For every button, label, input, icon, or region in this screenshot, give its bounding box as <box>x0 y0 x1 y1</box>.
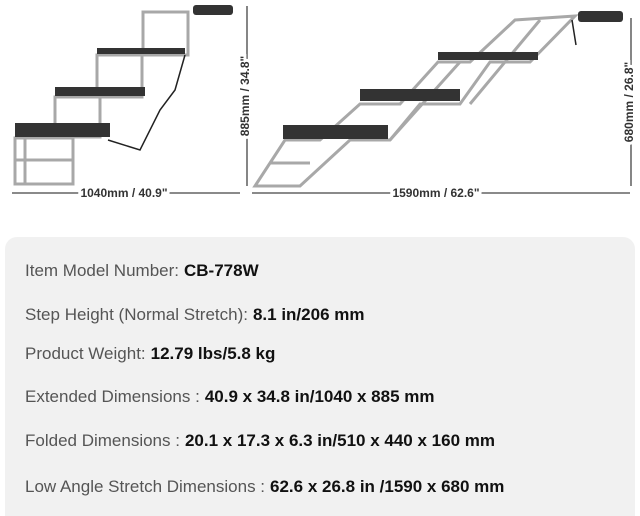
spec-value: 62.6 x 26.8 in /1590 x 680 mm <box>270 477 505 496</box>
spec-row: Item Model Number: CB-778W <box>25 261 259 281</box>
spec-row: Folded Dimensions :20.1 x 17.3 x 6.3 in/… <box>25 431 495 451</box>
spec-value: 40.9 x 34.8 in/1040 x 885 mm <box>204 387 435 406</box>
spec-row: Extended Dimensions :40.9 x 34.8 in/1040… <box>25 387 435 407</box>
spec-row: Product Weight: 12.79 lbs/5.8 kg <box>25 344 275 364</box>
spec-row: Low Angle Stretch Dimensions :62.6 x 26.… <box>25 477 504 497</box>
spec-value: 8.1 in/206 mm <box>252 305 365 324</box>
dimension-label: 1590mm / 62.6" <box>392 186 479 200</box>
spec-label: Low Angle Stretch Dimensions : <box>25 477 266 496</box>
dimension-label: 885mm / 34.8" <box>238 56 252 136</box>
dimension-label: 680mm / 26.8" <box>622 62 636 142</box>
spec-panel: Item Model Number: CB-778W Step Height (No… <box>5 237 635 516</box>
spec-value: 20.1 x 17.3 x 6.3 in/510 x 440 x 160 mm <box>184 431 495 450</box>
spec-value: 12.79 lbs/5.8 kg <box>150 344 276 363</box>
spec-value: CB-778W <box>184 261 259 280</box>
normal-stair <box>13 5 233 186</box>
spec-label: Folded Dimensions : <box>25 431 180 450</box>
spec-label: Product Weight: <box>25 344 146 363</box>
spec-label: Step Height (Normal Stretch): <box>25 305 248 324</box>
spec-label: Extended Dimensions : <box>25 387 200 406</box>
spec-row: Step Height (Normal Stretch): 8.1 in/206 … <box>25 305 364 325</box>
spec-label: Item Model Number: <box>25 261 179 280</box>
stretch-stair <box>252 11 623 188</box>
diagram: 1040mm / 40.9" 885mm / 34.8" 1590mm / 62… <box>12 5 639 203</box>
dimension-label: 1040mm / 40.9" <box>80 186 167 200</box>
